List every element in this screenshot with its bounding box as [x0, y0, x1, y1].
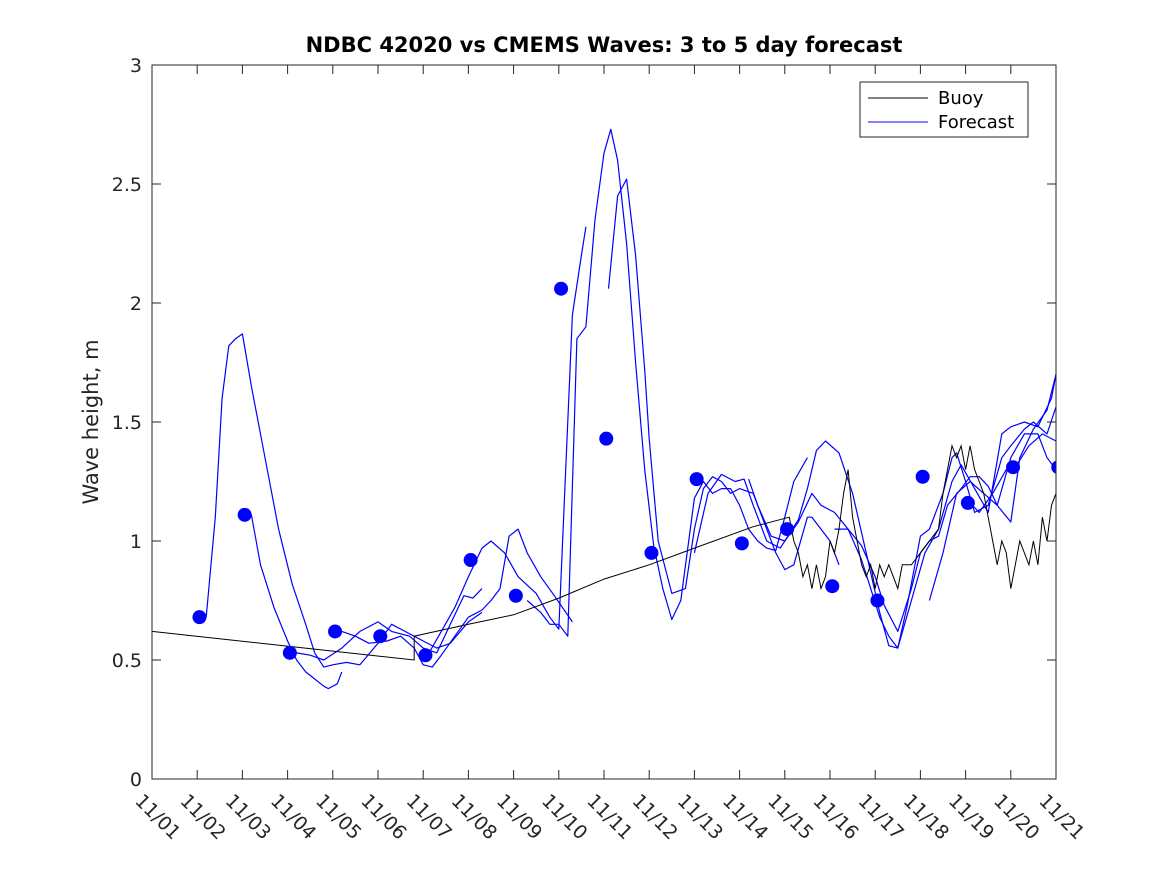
y-tick-label: 2: [130, 293, 142, 315]
forecast-marker-point: [825, 579, 840, 594]
forecast-marker-point: [915, 469, 930, 484]
forecast-marker-point: [328, 624, 343, 639]
forecast-series-line-6: [526, 128, 808, 637]
x-tick-label: 11/16: [808, 790, 862, 844]
forecast-marker-point: [237, 507, 252, 522]
x-tick-label: 11/05: [311, 790, 365, 844]
x-tick-label: 11/19: [944, 790, 998, 844]
forecast-series-line-7: [607, 178, 840, 595]
y-tick-label: 0.5: [112, 650, 142, 672]
x-tick-label: 11/21: [1034, 790, 1088, 844]
y-tick-label: 0: [130, 769, 142, 791]
x-tick-label: 11/02: [176, 790, 230, 844]
x-tick-label: 11/06: [356, 790, 410, 844]
x-tick-label: 11/04: [266, 790, 320, 844]
forecast-marker-point: [463, 553, 478, 568]
forecast-marker-point: [599, 431, 614, 446]
forecast-marker-point: [1006, 460, 1021, 475]
legend-forecast-label: Forecast: [938, 112, 1014, 133]
x-tick-label: 11/11: [582, 790, 636, 844]
forecast-series-line-4: [341, 528, 573, 668]
forecast-series-line-2: [250, 514, 343, 690]
legend-buoy-label: Buoy: [938, 88, 984, 109]
x-tick-label: 11/17: [854, 790, 908, 844]
forecast-series-line-12: [969, 433, 1056, 514]
x-tick-label: 11/13: [673, 790, 727, 844]
x-tick-label: 11/03: [221, 790, 275, 844]
forecast-marker-point: [689, 472, 704, 487]
forecast-marker-point: [870, 593, 885, 608]
x-tick-label: 11/07: [402, 790, 456, 844]
forecast-marker-point: [734, 536, 749, 551]
y-tick-labels: 0 0.5 1 1.5 2 2.5 3: [112, 55, 142, 791]
forecast-marker-point: [373, 629, 388, 644]
x-tick-label: 11/12: [628, 790, 682, 844]
forecast-series-line-9: [748, 374, 1056, 649]
forecast-series-line-5: [427, 226, 587, 656]
plot-content: [152, 128, 1056, 690]
forecast-marker-point: [192, 610, 207, 625]
x-tick-label: 11/08: [447, 790, 501, 844]
forecast-marker-point: [282, 645, 297, 660]
x-tick-labels: 11/0111/0211/0311/0411/0511/0611/0711/08…: [130, 790, 1088, 844]
plot-area: [152, 65, 1056, 779]
forecast-marker-point: [644, 545, 659, 560]
x-tick-label: 11/10: [537, 790, 591, 844]
forecast-marker-point: [960, 495, 975, 510]
chart-title: NDBC 42020 vs CMEMS Waves: 3 to 5 day fo…: [306, 33, 903, 57]
x-tick-label: 11/14: [718, 790, 772, 844]
forecast-series-line-10: [834, 373, 1056, 633]
forecast-marker-point: [418, 648, 433, 663]
x-tick-label: 11/18: [899, 790, 953, 844]
forecast-marker-point: [554, 281, 569, 296]
forecast-marker-point: [1051, 460, 1056, 474]
forecast-series-line-3: [296, 588, 483, 661]
x-tick-label: 11/20: [989, 790, 1043, 844]
forecast-marker-point: [508, 588, 523, 603]
legend: Buoy Forecast: [859, 81, 1029, 138]
forecast-series-line-11: [928, 433, 1056, 601]
buoy-series-line: [152, 443, 1056, 661]
x-tick-label: 11/09: [492, 790, 546, 844]
y-axis-label: Wave height, m: [79, 339, 103, 504]
forecast-marker-point: [780, 522, 795, 537]
y-tick-label: 2.5: [112, 174, 142, 196]
y-tick-label: 1.5: [112, 412, 142, 434]
y-tick-label: 1: [130, 531, 142, 553]
y-tick-label: 3: [130, 55, 142, 77]
plot-frame: [151, 64, 1057, 780]
legend-box: [859, 81, 1029, 138]
x-tick-label: 11/15: [763, 790, 817, 844]
x-tick-label: 11/01: [130, 790, 184, 844]
forecast-series-line-8: [693, 405, 1056, 649]
forecast-series-line-1: [205, 333, 483, 668]
